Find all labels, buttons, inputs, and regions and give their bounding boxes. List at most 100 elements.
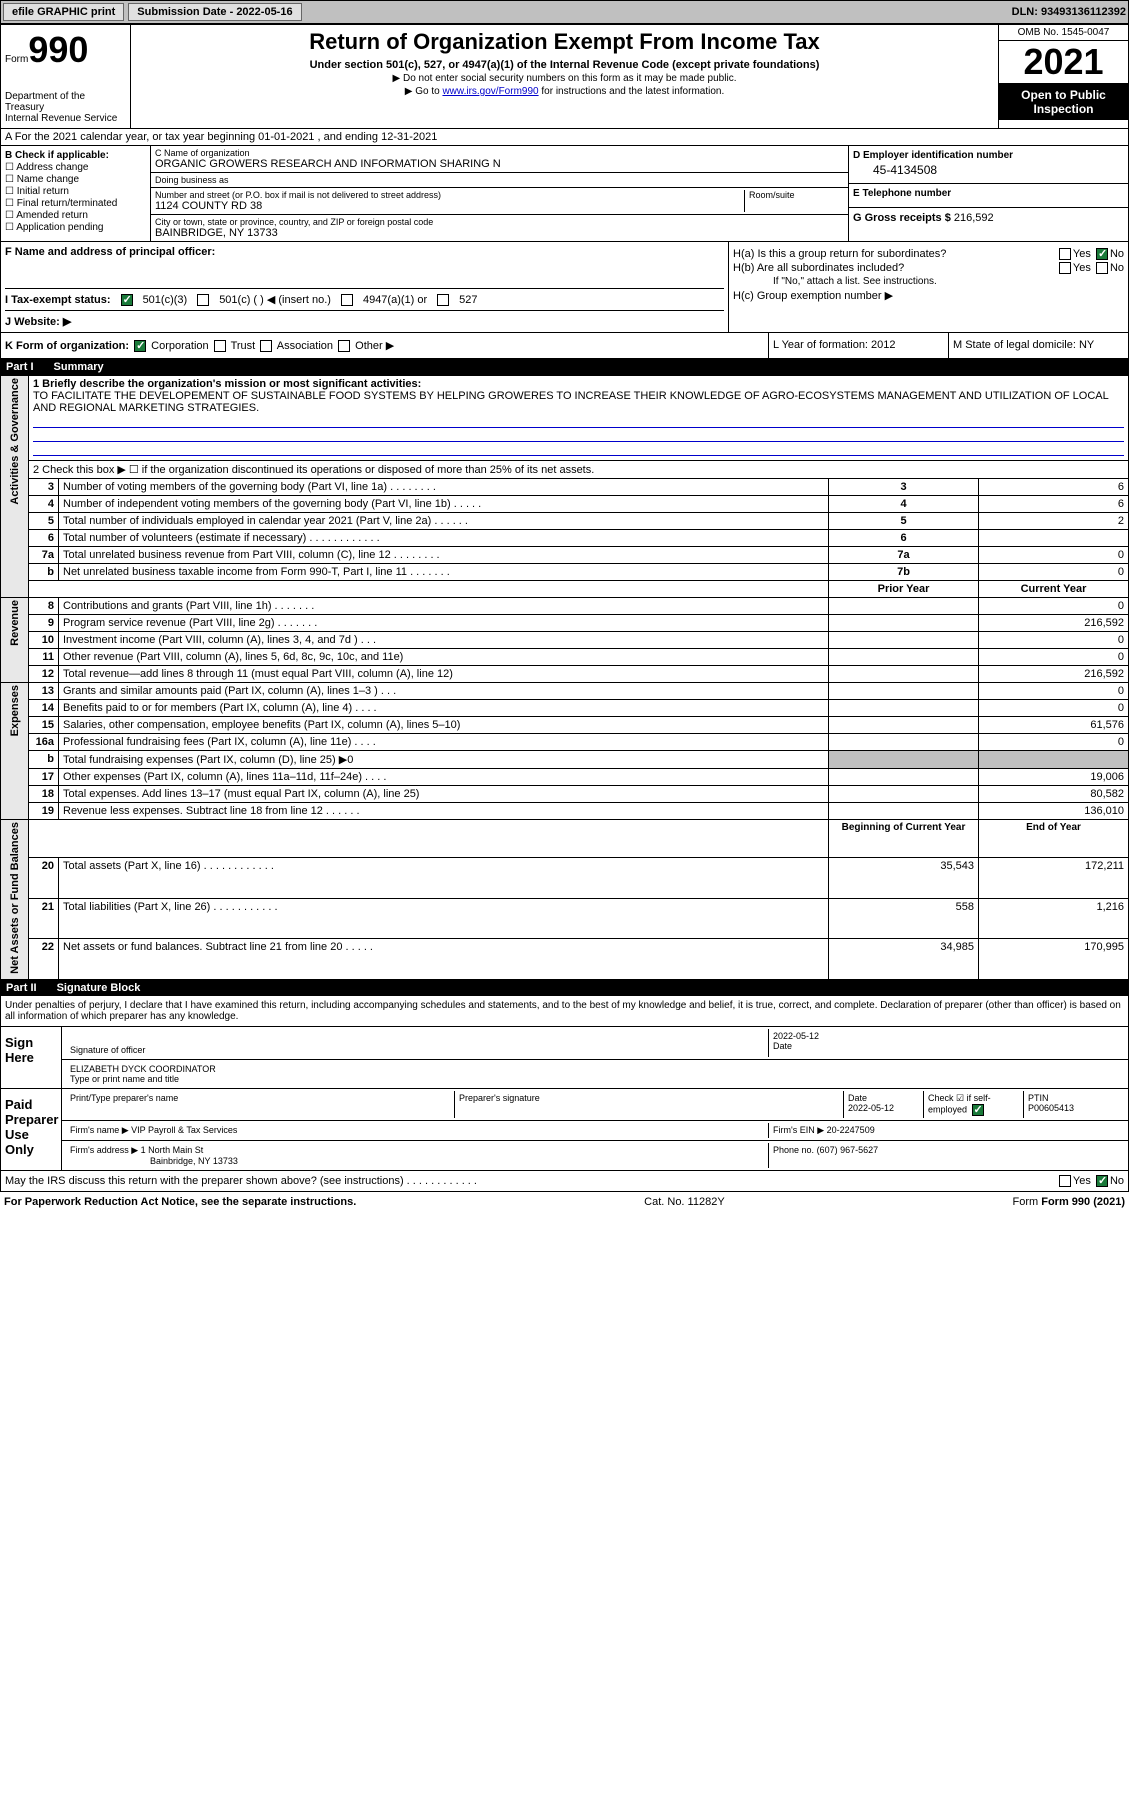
- r5-sn: 5: [829, 513, 979, 530]
- hb-label: H(b) Are all subordinates included?: [733, 262, 1053, 274]
- chk-self-employed[interactable]: [972, 1104, 984, 1116]
- part1-title: Summary: [54, 361, 104, 373]
- note2-pre: ▶ Go to: [405, 86, 443, 97]
- header-center: Return of Organization Exempt From Incom…: [131, 25, 998, 128]
- r8-py: [829, 598, 979, 615]
- r3-cy: 6: [979, 479, 1129, 496]
- mission-text: TO FACILITATE THE DEVELOPEMENT OF SUSTAI…: [33, 390, 1124, 414]
- prep-date: 2022-05-12: [848, 1103, 919, 1113]
- opt-assoc: Association: [277, 340, 333, 352]
- r16b-cy: [979, 751, 1129, 769]
- footer-row: For Paperwork Reduction Act Notice, see …: [0, 1192, 1129, 1212]
- discuss-text: May the IRS discuss this return with the…: [5, 1175, 477, 1187]
- chk-pending[interactable]: ☐ Application pending: [5, 222, 146, 233]
- form-header: Form990 Department of the Treasury Inter…: [0, 24, 1129, 129]
- r6-n: 6: [29, 530, 59, 547]
- chk-501c3[interactable]: [121, 294, 133, 306]
- irs-link[interactable]: www.irs.gov/Form990: [442, 86, 538, 97]
- chk-501c[interactable]: [197, 294, 209, 306]
- col-f: F Name and address of principal officer:…: [1, 242, 728, 332]
- f-label: F Name and address of principal officer:: [5, 246, 724, 258]
- r7a-t: Total unrelated business revenue from Pa…: [59, 547, 829, 564]
- form-title: Return of Organization Exempt From Incom…: [135, 29, 994, 55]
- note-link: ▶ Go to www.irs.gov/Form990 for instruct…: [135, 86, 994, 97]
- hb-no[interactable]: [1096, 262, 1108, 274]
- b-label: B Check if applicable:: [5, 150, 146, 161]
- hdr-cy: Current Year: [979, 581, 1129, 598]
- r3-sn: 3: [829, 479, 979, 496]
- r5-t: Total number of individuals employed in …: [59, 513, 829, 530]
- r13-n: 13: [29, 683, 59, 700]
- firm-phone-label: Phone no.: [773, 1145, 814, 1155]
- r15-t: Salaries, other compensation, employee b…: [59, 717, 829, 734]
- r7a-n: 7a: [29, 547, 59, 564]
- org-name: ORGANIC GROWERS RESEARCH AND INFORMATION…: [155, 158, 844, 170]
- r13-t: Grants and similar amounts paid (Part IX…: [59, 683, 829, 700]
- discuss-no[interactable]: [1096, 1175, 1108, 1187]
- row-a-tax-year: A For the 2021 calendar year, or tax yea…: [0, 129, 1129, 146]
- chk-corp[interactable]: [134, 340, 146, 352]
- hb-yes[interactable]: [1059, 262, 1071, 274]
- line1-label: 1 Briefly describe the organization's mi…: [33, 378, 1124, 390]
- r11-n: 11: [29, 649, 59, 666]
- header-left: Form990 Department of the Treasury Inter…: [1, 25, 131, 128]
- gross-value: 216,592: [954, 212, 994, 224]
- check-self-emp: Check ☑ if self-employed: [924, 1091, 1024, 1118]
- chk-amended[interactable]: ☐ Amended return: [5, 210, 146, 221]
- chk-trust[interactable]: [214, 340, 226, 352]
- chk-final[interactable]: ☐ Final return/terminated: [5, 198, 146, 209]
- r20-n: 20: [29, 858, 59, 899]
- paperwork-notice: For Paperwork Reduction Act Notice, see …: [4, 1196, 356, 1208]
- r5-n: 5: [29, 513, 59, 530]
- sig-date-val: 2022-05-12: [773, 1031, 1120, 1041]
- chk-assoc[interactable]: [260, 340, 272, 352]
- prep-name-label: Print/Type preparer's name: [66, 1091, 455, 1118]
- form-subtitle: Under section 501(c), 527, or 4947(a)(1)…: [135, 59, 994, 71]
- sign-here-label: Sign Here: [1, 1027, 61, 1088]
- r7a-cy: 0: [979, 547, 1129, 564]
- chk-initial[interactable]: ☐ Initial return: [5, 186, 146, 197]
- efile-print-btn[interactable]: efile GRAPHIC print: [3, 3, 124, 21]
- ha-no[interactable]: [1096, 248, 1108, 260]
- form-number: 990: [28, 29, 88, 70]
- line2: 2 Check this box ▶ ☐ if the organization…: [29, 461, 1129, 479]
- section-k: K Form of organization: Corporation Trus…: [0, 333, 1129, 359]
- discuss-yes[interactable]: [1059, 1175, 1071, 1187]
- chk-527[interactable]: [437, 294, 449, 306]
- opt-trust: Trust: [231, 340, 256, 352]
- ein-value: 45-4134508: [853, 161, 1124, 179]
- signature-section: Under penalties of perjury, I declare th…: [0, 996, 1129, 1171]
- r22-n: 22: [29, 939, 59, 980]
- r10-cy: 0: [979, 632, 1129, 649]
- hc-label: H(c) Group exemption number ▶: [733, 289, 893, 302]
- note2-post: for instructions and the latest informat…: [539, 86, 725, 97]
- omb-number: OMB No. 1545-0047: [999, 25, 1128, 41]
- officer-name: ELIZABETH DYCK COORDINATOR: [70, 1064, 1120, 1074]
- r10-py: [829, 632, 979, 649]
- firm-name-label: Firm's name ▶: [70, 1125, 129, 1135]
- firm-addr-label: Firm's address ▶: [70, 1145, 138, 1155]
- k-label: K Form of organization:: [5, 340, 129, 352]
- col-b-checkboxes: B Check if applicable: ☐ Address change …: [1, 146, 151, 241]
- part2-num: Part II: [6, 982, 37, 994]
- firm-name: VIP Payroll & Tax Services: [131, 1125, 237, 1135]
- r21-t: Total liabilities (Part X, line 26) . . …: [59, 898, 829, 939]
- header-right: OMB No. 1545-0047 2021 Open to Public In…: [998, 25, 1128, 128]
- chk-name[interactable]: ☐ Name change: [5, 174, 146, 185]
- col-c-org-info: C Name of organization ORGANIC GROWERS R…: [151, 146, 848, 241]
- r14-n: 14: [29, 700, 59, 717]
- prep-date-label: Date: [848, 1093, 919, 1103]
- ha-yes[interactable]: [1059, 248, 1071, 260]
- r11-cy: 0: [979, 649, 1129, 666]
- chk-address[interactable]: ☐ Address change: [5, 162, 146, 173]
- r15-n: 15: [29, 717, 59, 734]
- chk-4947[interactable]: [341, 294, 353, 306]
- r16b-n: b: [29, 751, 59, 769]
- l-year-formation: L Year of formation: 2012: [768, 333, 948, 358]
- chk-other[interactable]: [338, 340, 350, 352]
- r16a-t: Professional fundraising fees (Part IX, …: [59, 734, 829, 751]
- note-ssn: ▶ Do not enter social security numbers o…: [135, 73, 994, 84]
- summary-table: Activities & Governance 1 Briefly descri…: [0, 375, 1129, 980]
- r6-cy: [979, 530, 1129, 547]
- opt-other: Other ▶: [355, 340, 394, 352]
